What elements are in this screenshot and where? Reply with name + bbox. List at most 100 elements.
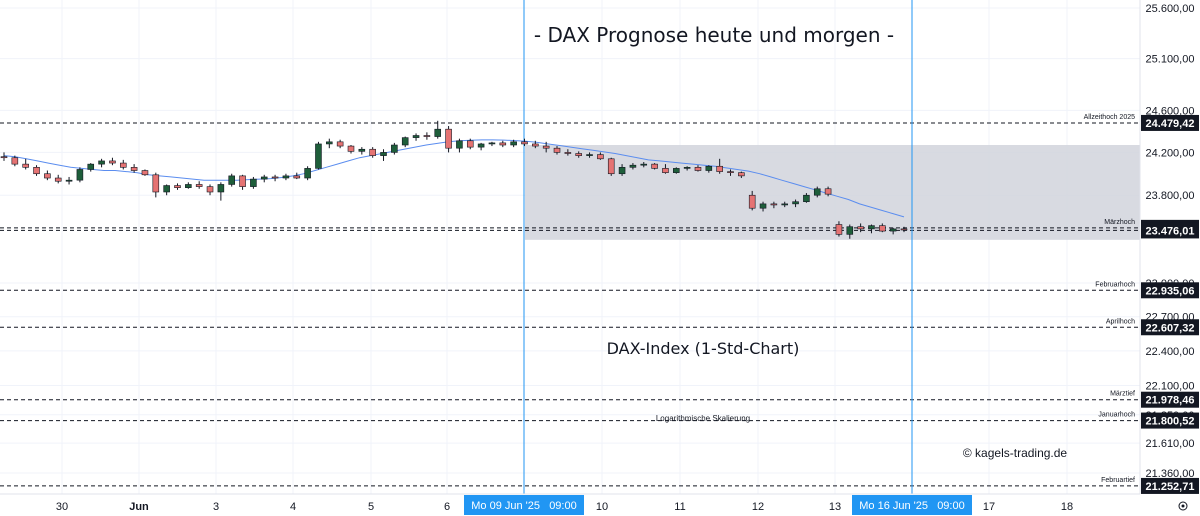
x-tick-label: 5 — [368, 501, 374, 513]
candle — [358, 147, 366, 155]
date-marker-label: Mo 16 Jun '25 09:00 — [859, 500, 964, 512]
candle — [900, 226, 908, 233]
candle — [130, 164, 138, 173]
candle — [846, 224, 854, 239]
date-marker-tag-bg — [464, 495, 584, 515]
candle — [640, 161, 648, 168]
x-tick-label: 17 — [983, 501, 995, 513]
candle — [803, 193, 810, 203]
candle — [694, 165, 702, 172]
price-tag-bg — [1141, 222, 1199, 239]
date-marker-label: Mo 09 Jun '25 09:00 — [471, 500, 576, 512]
candle — [748, 190, 756, 211]
price-tag-label: 22.607,32 — [1146, 322, 1195, 334]
candle — [347, 145, 355, 154]
level-name: Märzhoch — [1104, 219, 1135, 226]
price-tag-bg — [1141, 477, 1199, 494]
candle — [586, 152, 593, 158]
y-tick-label: 24.600,00 — [1146, 105, 1195, 117]
candle — [423, 132, 431, 140]
y-tick-label: 21.610,00 — [1146, 438, 1195, 450]
candle — [65, 176, 73, 185]
candle — [466, 138, 474, 150]
candle — [456, 138, 463, 153]
candle — [532, 140, 539, 149]
candle — [813, 186, 821, 198]
candle — [391, 142, 398, 155]
candle — [521, 138, 528, 147]
y-tick-label: 25.600,00 — [1146, 3, 1195, 15]
candle — [228, 173, 235, 187]
candle — [54, 174, 62, 184]
candle — [770, 201, 778, 209]
candle — [445, 126, 452, 153]
date-marker-tags: Mo 09 Jun '25 09:00 Mo 16 Jun '25 09:00 — [464, 495, 972, 515]
candle — [315, 141, 322, 170]
candle — [705, 165, 713, 173]
level-lines: Allzeithoch 2025 Märzhoch Februarhoch April… — [0, 114, 1140, 487]
x-tick-label: 4 — [290, 501, 296, 513]
candle — [597, 152, 604, 160]
candle — [195, 181, 203, 189]
candle — [304, 166, 311, 181]
candle — [119, 159, 127, 170]
price-tags: 24.479,4223.499,3623.476,0122.935,0622.6… — [1141, 114, 1199, 494]
grid-lines — [0, 0, 1140, 494]
settings-icon[interactable] — [1178, 501, 1188, 511]
x-tick-label: 12 — [752, 501, 764, 513]
candle — [336, 139, 344, 149]
candle — [293, 172, 301, 180]
candle — [434, 120, 442, 139]
candle — [824, 186, 832, 197]
candle — [98, 158, 105, 168]
x-tick-label: 10 — [596, 501, 608, 513]
candle — [369, 147, 376, 158]
candle — [326, 138, 333, 149]
candle — [22, 158, 29, 170]
candle — [759, 201, 767, 212]
y-tick-label: 21.360,00 — [1146, 468, 1195, 480]
candle — [629, 163, 637, 170]
candle — [683, 166, 691, 171]
candle — [152, 172, 160, 198]
candle — [673, 167, 680, 174]
candle — [889, 227, 897, 235]
candle — [260, 174, 268, 183]
chart-title: - DAX Prognose heute und morgen - — [534, 23, 894, 47]
candle — [206, 184, 214, 196]
candle — [76, 167, 84, 183]
candle — [781, 201, 789, 208]
candle — [239, 174, 246, 190]
price-tag-label: 24.479,42 — [1146, 118, 1195, 130]
x-tick-label: Jun — [129, 501, 149, 513]
time-axis: 30 Jun 3 4 5 6 10 11 12 13 17 18 — [56, 501, 1073, 513]
candle — [662, 164, 669, 174]
price-tag-bg — [1141, 391, 1199, 408]
price-tag-bg — [1141, 282, 1199, 299]
candle — [477, 142, 485, 151]
candle — [542, 141, 550, 153]
level-name: Aprilhoch — [1106, 318, 1135, 325]
candle — [380, 149, 387, 161]
price-tag-bg — [1141, 114, 1199, 131]
candles — [0, 120, 908, 239]
date-marker-tag-bg — [852, 495, 972, 515]
candle — [44, 170, 51, 181]
candle — [217, 182, 225, 201]
candle — [553, 146, 561, 155]
copyright-text: © kagels-trading.de — [963, 446, 1068, 460]
candle — [33, 165, 40, 176]
x-tick-label: 30 — [56, 501, 68, 513]
candle — [727, 169, 734, 176]
candle — [564, 149, 572, 156]
forecast-range-box — [525, 145, 1140, 240]
x-tick-label: 6 — [444, 501, 450, 513]
chart-subtitle: DAX-Index (1-Std-Chart) — [607, 339, 800, 358]
candle — [607, 157, 615, 176]
candle — [651, 163, 658, 170]
level-name: Februartief — [1101, 477, 1135, 484]
level-name: Allzeithoch 2025 — [1084, 114, 1135, 121]
candle — [163, 184, 170, 196]
